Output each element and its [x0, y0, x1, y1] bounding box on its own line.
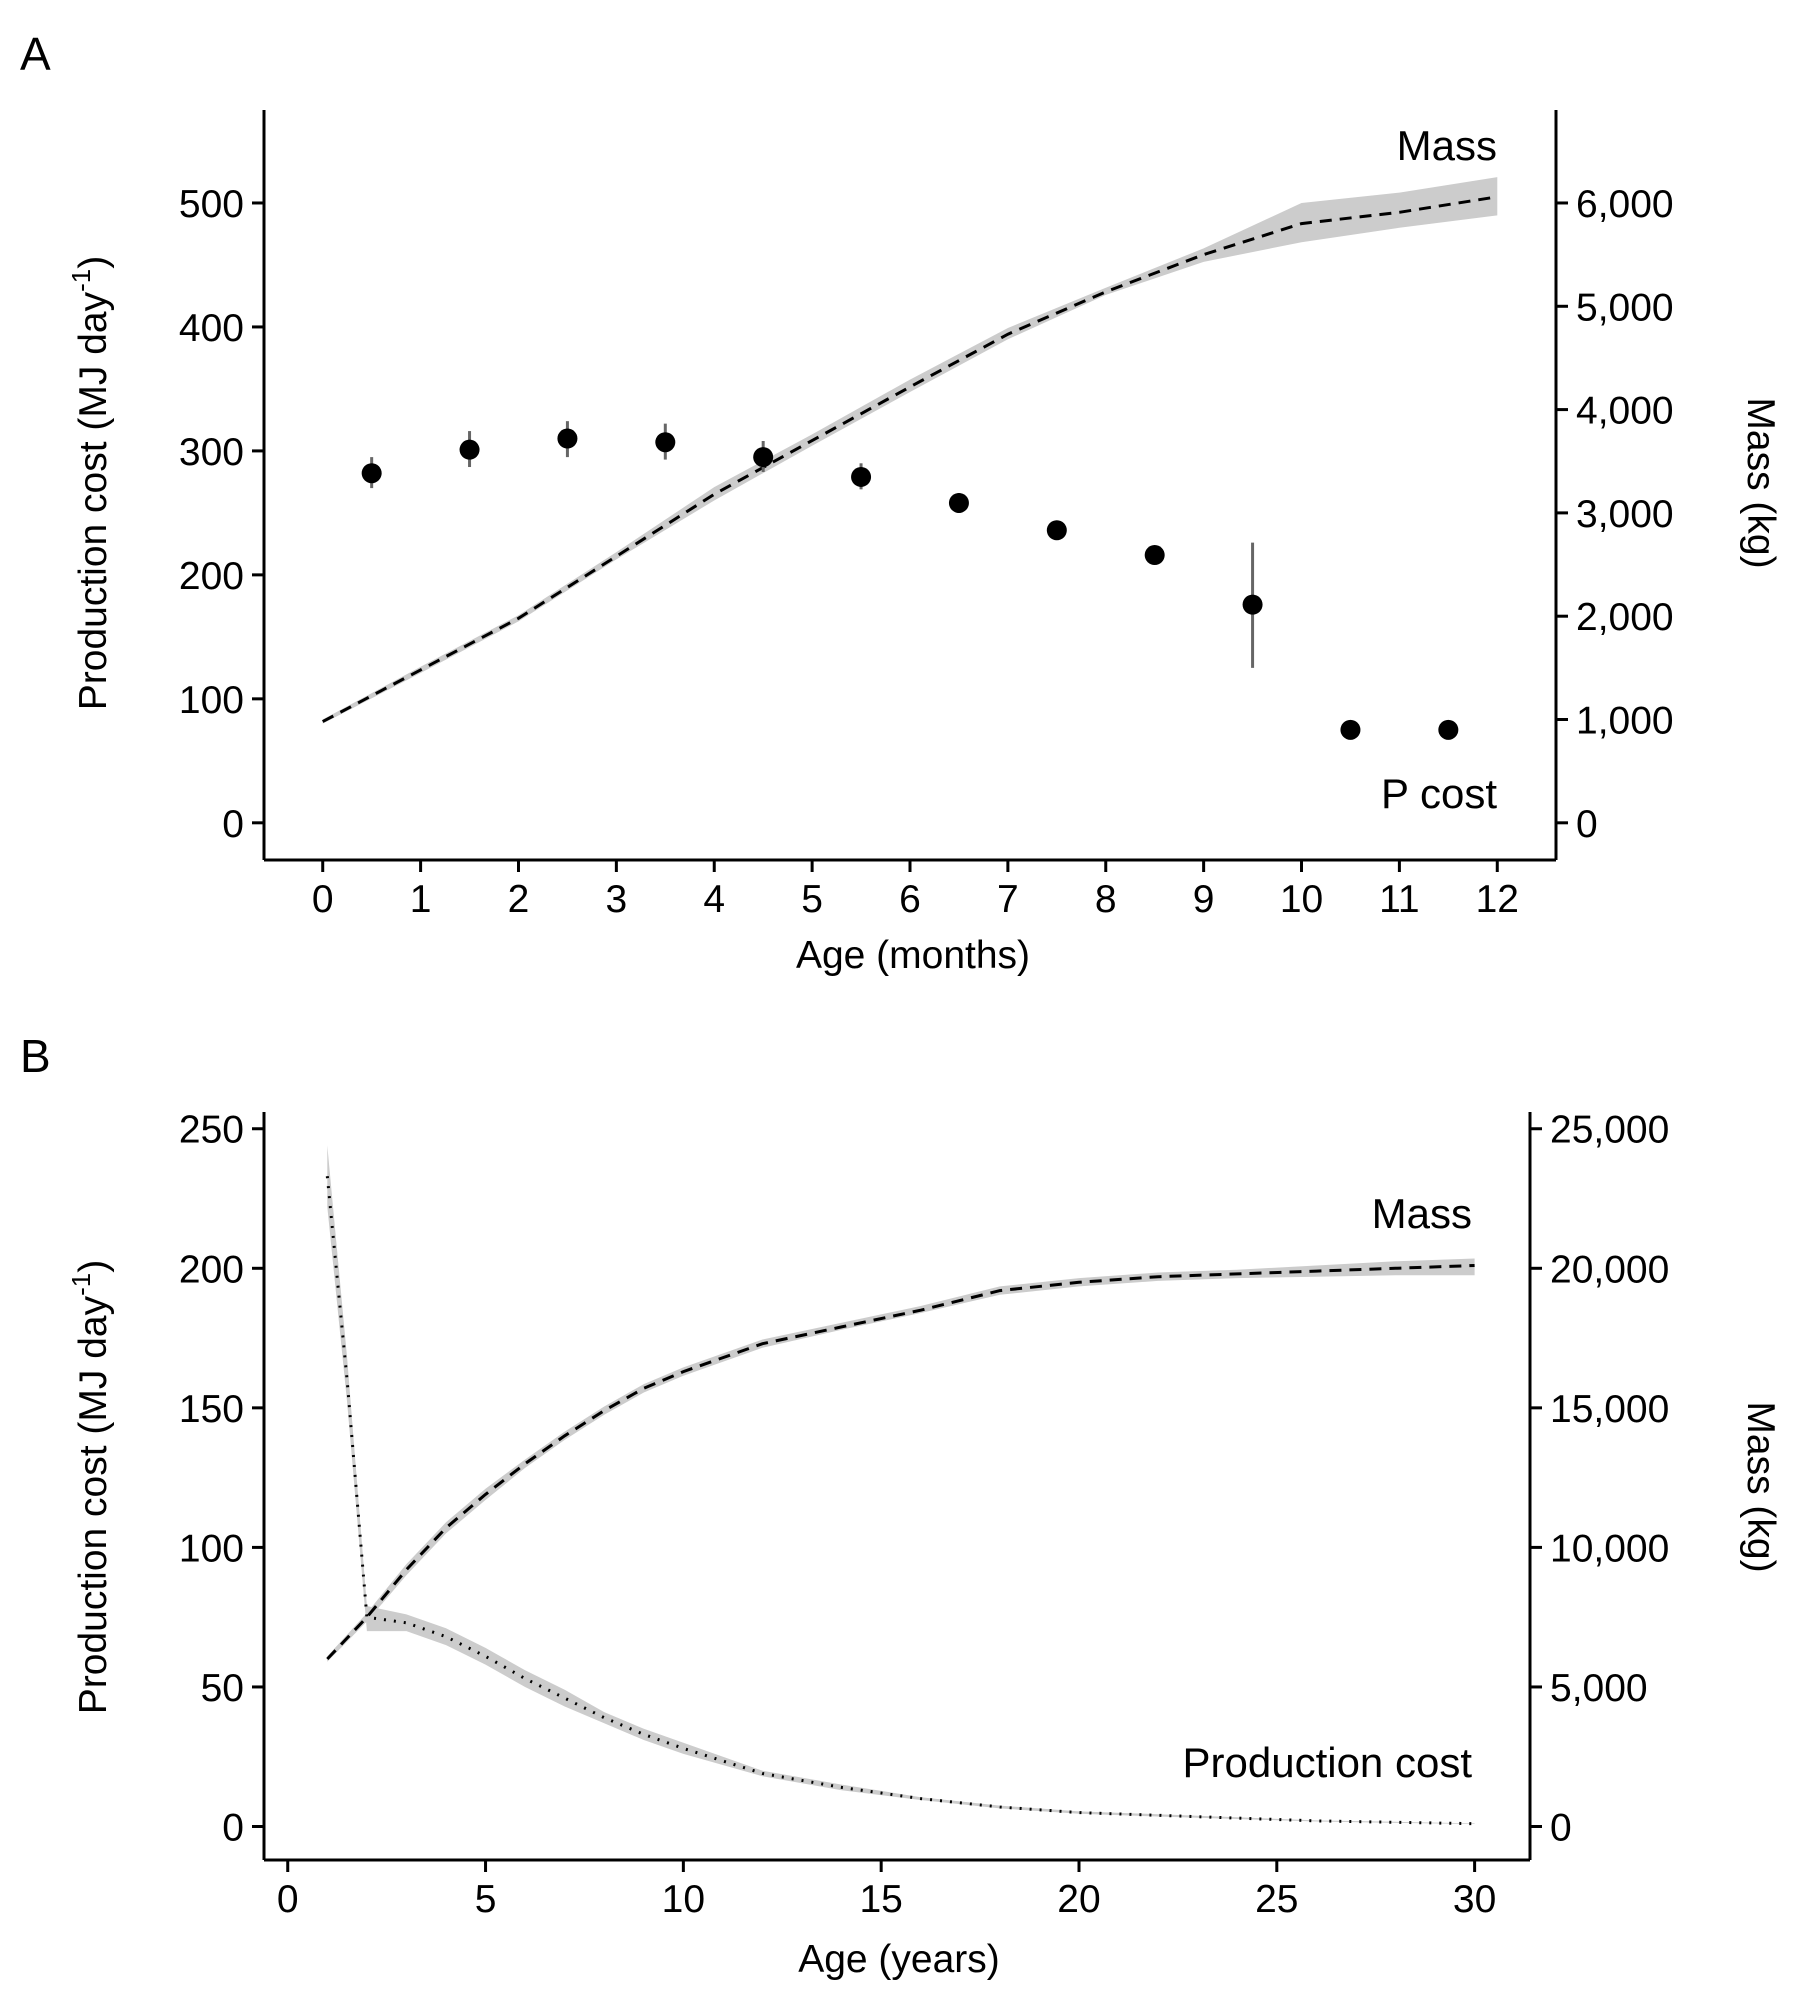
panel-a-mass-confidence-band	[322, 177, 1498, 724]
panel-b-y-axis-title-right: Mass (kg)	[1739, 1401, 1782, 1572]
panel-a-x-tick-label: 5	[801, 878, 823, 921]
panel-a-p-cost-point	[1438, 719, 1459, 740]
panel-a-y-axis-title-tail: )	[72, 256, 115, 269]
panel-a-axes: 0 1 2 3 4 5 6 7 8 9 10 11 12010020030040050001,0002,…	[179, 110, 1674, 921]
panel-b-y-left-tick-label: 150	[179, 1388, 244, 1431]
panel-a-mass-line	[321, 195, 1498, 723]
panel-b-x-tick-label: 5	[475, 1878, 497, 1921]
panel-a-p-cost-point	[655, 432, 676, 453]
panel-a-x-tick-label: 6	[899, 878, 921, 921]
panel-b-y-axis-title-tail: )	[72, 1260, 115, 1273]
panel-b-letter: B	[20, 1030, 51, 1082]
panel-b-y-left-tick-label: 50	[201, 1667, 244, 1710]
panel-a-y-axis-title-right: Mass (kg)	[1739, 397, 1782, 568]
panel-a-y-axis-title-main: Production cost (MJ day	[72, 291, 115, 710]
panel-b-lines	[325, 1176, 1475, 1826]
panel-b-y-left-tick-label: 100	[179, 1527, 244, 1570]
panel-a-p-cost-point	[1340, 719, 1361, 740]
panel-b-x-tick-label: 0	[277, 1878, 299, 1921]
panel-a-y-axis-title-sup: -1	[66, 269, 96, 292]
panel-b-y-axis-title-left: Production cost (MJ day-1)	[66, 1260, 115, 1714]
panel-a-y-right-tick-label: 1,000	[1576, 700, 1674, 743]
panel-a-y-left-tick-label: 200	[179, 555, 244, 598]
panel-a-x-tick-label: 2	[508, 878, 530, 921]
panel-b-x-axis-title: Age (years)	[798, 1938, 1000, 1981]
panel-b-y-right-tick-label: 25,000	[1550, 1109, 1669, 1152]
panel-a-letter: A	[20, 28, 51, 80]
panel-a-p-cost-point	[851, 466, 872, 487]
panel-a-p-cost-point	[1242, 594, 1263, 615]
panel-b: B 0 5 10 15 20 25 30 0 50 100 150 200 250 0 5,000 10,00…	[20, 1030, 1782, 1981]
panel-b-production-cost-line	[325, 1176, 1475, 1826]
panel-b-annotation-production-cost: Production cost	[1183, 1739, 1473, 1786]
panel-a-p-cost-point	[557, 428, 578, 449]
panel-a-y-axis-title-left: Production cost (MJ day-1)	[66, 256, 115, 710]
panel-a-y-left-tick-label: 500	[179, 183, 244, 226]
panel-a-x-tick-label: 1	[410, 878, 432, 921]
panel-b-y-right-tick-label: 10,000	[1550, 1527, 1669, 1570]
panel-a-annotation-mass: Mass	[1397, 122, 1497, 169]
panel-a-p-cost-point	[361, 463, 382, 484]
panel-b-mass-line	[326, 1264, 1475, 1661]
panel-b-x-tick-label: 20	[1057, 1878, 1100, 1921]
panel-a-x-tick-label: 7	[997, 878, 1019, 921]
panel-b-y-right-tick-label: 15,000	[1550, 1388, 1669, 1431]
panel-a-annotation-p-cost: P cost	[1381, 770, 1497, 817]
panel-a-y-right-tick-label: 5,000	[1576, 286, 1674, 329]
panel-b-y-left-tick-label: 250	[179, 1109, 244, 1152]
panel-a-p-cost-point	[948, 492, 969, 513]
panel-b-y-axis-title-sup: -1	[66, 1273, 96, 1296]
panel-b-y-left-tick-label: 0	[222, 1807, 244, 1850]
panel-a-x-tick-label: 3	[606, 878, 628, 921]
panel-b-y-left-tick-label: 200	[179, 1248, 244, 1291]
panel-a-p-cost-point	[753, 447, 774, 468]
panel-b-x-tick-label: 10	[662, 1878, 705, 1921]
panel-a-x-tick-label: 8	[1095, 878, 1117, 921]
panel-b-y-right-tick-label: 5,000	[1550, 1667, 1648, 1710]
panel-b-mass-confidence-band	[327, 1258, 1475, 1662]
panel-b-axes: 0 5 10 15 20 25 30 0 50 100 150 200 250 0 5,000 10,000 1…	[179, 1109, 1669, 1921]
panel-b-x-tick-label: 15	[859, 1878, 902, 1921]
panel-a-y-right-tick-label: 4,000	[1576, 390, 1674, 433]
panel-a-x-tick-label: 0	[312, 878, 334, 921]
panel-b-x-tick-label: 30	[1453, 1878, 1496, 1921]
panel-a-y-right-tick-label: 3,000	[1576, 493, 1674, 536]
panel-a-y-left-tick-label: 400	[179, 307, 244, 350]
panel-a-x-tick-label: 10	[1280, 878, 1323, 921]
panel-b-y-right-tick-label: 0	[1550, 1807, 1572, 1850]
panel-a-y-right-tick-label: 6,000	[1576, 183, 1674, 226]
panel-a-x-tick-label: 4	[703, 878, 725, 921]
panel-a-x-tick-label: 11	[1379, 878, 1420, 921]
panel-a-y-right-tick-label: 2,000	[1576, 596, 1674, 639]
panel-b-annotation-mass: Mass	[1372, 1190, 1472, 1237]
panel-a-x-tick-label: 9	[1193, 878, 1215, 921]
panel-a-points	[361, 421, 1459, 740]
panel-a-p-cost-point	[459, 439, 480, 460]
panel-b-x-tick-label: 25	[1255, 1878, 1298, 1921]
panel-a-y-left-tick-label: 100	[179, 679, 244, 722]
panel-a-y-left-tick-label: 0	[222, 803, 244, 846]
panel-a-bands	[322, 177, 1498, 724]
panel-a-lines	[321, 195, 1498, 723]
panel-a-y-left-tick-label: 300	[179, 431, 244, 474]
panel-b-y-right-tick-label: 20,000	[1550, 1248, 1669, 1291]
panel-a: A 0 1 2 3 4 5 6 7 8 9 10 11 12010020030040050001,000…	[20, 28, 1782, 977]
panel-a-p-cost-point	[1046, 520, 1067, 541]
panel-a-p-cost-point	[1144, 545, 1165, 566]
panel-a-x-axis-title: Age (months)	[796, 934, 1030, 977]
panel-a-x-tick-label: 12	[1476, 878, 1519, 921]
panel-b-y-axis-title-main: Production cost (MJ day	[72, 1295, 115, 1714]
panel-a-y-right-tick-label: 0	[1576, 803, 1598, 846]
